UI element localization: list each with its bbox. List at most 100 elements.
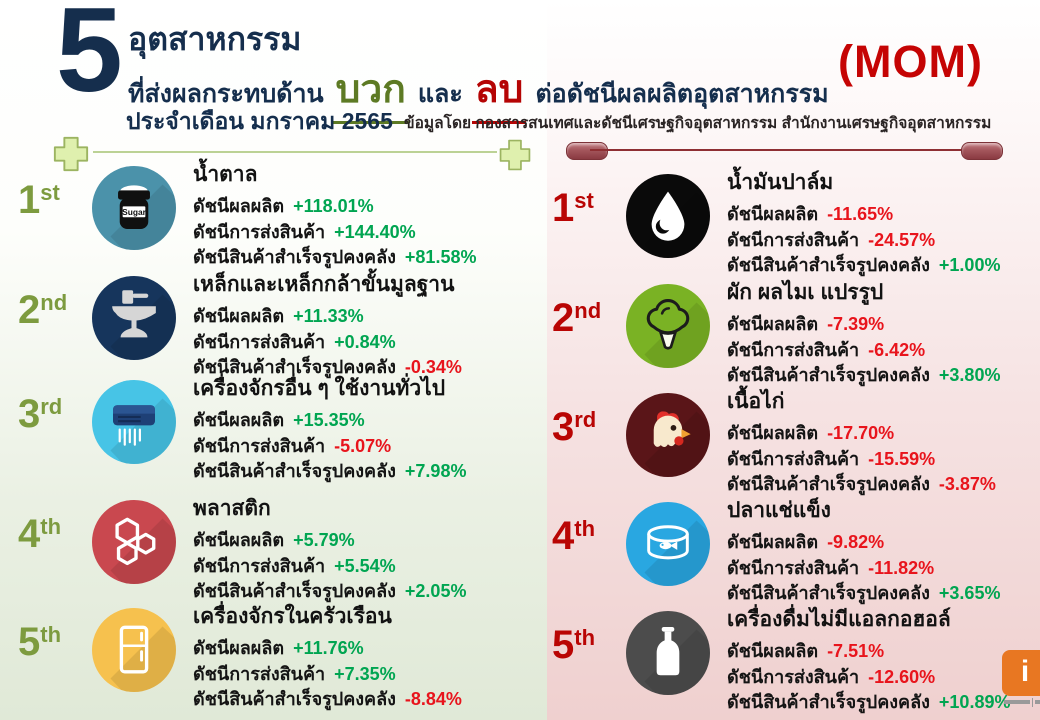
metric-label: ดัชนีผลผลิต: [727, 532, 819, 552]
metric-label: ดัชนีผลผลิต: [193, 410, 285, 430]
industry-details: น้ำมันปาล์มดัชนีผลผลิต -11.65% ดัชนีการส่ง…: [727, 164, 1000, 279]
metric-label: ดัชนีสินค้าสำเร็จรูปคงคลัง: [193, 581, 396, 601]
logo-caption-line: [1035, 700, 1040, 704]
metric-value: +11.76%: [293, 638, 364, 658]
industry-title: ปลาแช่แข็ง: [727, 499, 831, 522]
metric-value: -8.84%: [404, 689, 462, 709]
oie-logo: i: [1002, 650, 1040, 710]
metric-row: ดัชนีผลผลิต +118.01%: [193, 194, 476, 220]
metric-row: ดัชนีผลผลิต +11.33%: [193, 304, 462, 330]
metric-value: +118.01%: [293, 196, 374, 216]
negative-divider-line: [590, 149, 985, 151]
metric-value: +15.35%: [293, 410, 365, 430]
industry-title: เหล็กและเหล็กกล้าขั้นมูลฐาน: [193, 273, 455, 296]
big-number: 5: [56, 0, 123, 117]
metric-row: ดัชนีสินค้าสำเร็จรูปคงคลัง -8.84%: [193, 687, 462, 713]
industry-details: เครื่องดื่มไม่มีแอลกอฮอล์ ดัชนีผลผลิต -7.5…: [727, 601, 1010, 716]
metric-row: ดัชนีสินค้าสำเร็จรูปคงคลัง -0.34%: [193, 355, 462, 381]
industry-title: ผัก ผลไมเ แปรรูป: [727, 281, 884, 304]
metric-value: +1.00%: [938, 255, 1001, 275]
metric-value: -11.65%: [827, 204, 894, 224]
metric-label: ดัชนีสินค้าสำเร็จรูปคงคลัง: [193, 247, 396, 267]
rank-ordinal: 4th: [18, 512, 62, 556]
rank-ordinal: 1st: [552, 186, 594, 230]
metric-value: -7.39%: [827, 314, 885, 334]
metric-value: +81.58%: [404, 247, 477, 267]
anvil-icon: [92, 276, 176, 360]
industry-entry: 2nd ผัก ผลไมเ แปรรูป ดัชนีผลผลิต -7.39% ดัชน…: [552, 274, 1038, 389]
metric-row: ดัชนีสินค้าสำเร็จรูปคงคลัง +81.58%: [193, 245, 476, 271]
rank-ordinal: 3rd: [552, 405, 597, 449]
air-conditioner-icon: [92, 380, 176, 464]
metric-row: ดัชนีการส่งสินค้า +5.54%: [193, 554, 466, 580]
metric-label: ดัชนีการส่งสินค้า: [193, 435, 326, 456]
metric-label: ดัชนีสินค้าสำเร็จรูปคงคลัง: [727, 583, 930, 603]
metric-label: ดัชนีผลผลิต: [727, 423, 819, 443]
refrigerator-icon: [92, 608, 176, 692]
industry-title: พลาสติก: [193, 497, 271, 520]
industry-title: น้ำมันปาล์ม: [727, 171, 834, 194]
metric-row: ดัชนีการส่งสินค้า -12.60%: [727, 665, 1010, 691]
metric-row: ดัชนีการส่งสินค้า -6.42%: [727, 338, 1000, 364]
industry-entry: 1st น้ำมันปาล์มดัชนีผลผลิต -11.65% ดัชนีการ…: [552, 164, 1038, 279]
metric-row: ดัชนีการส่งสินค้า -5.07%: [193, 434, 466, 460]
metric-value: +3.65%: [938, 583, 1001, 603]
logo-orange-mark: i: [1002, 650, 1040, 696]
metric-value: +10.89%: [938, 692, 1011, 712]
title-line2-post: ต่อดัชนีผลผลิตอุตสาหกรรม: [535, 80, 829, 108]
metric-label: ดัชนีสินค้าสำเร็จรูปคงคลัง: [727, 474, 930, 494]
metric-value: +5.54%: [334, 555, 396, 576]
source-line: ข้อมูลโดย กองสารสนเทศและดัชนีเศรษฐกิจอุต…: [404, 115, 992, 132]
metric-row: ดัชนีการส่งสินค้า -11.82%: [727, 556, 1000, 582]
rank-ordinal: 2nd: [552, 296, 602, 340]
rank-ordinal: 5th: [18, 620, 62, 664]
metric-row: ดัชนีสินค้าสำเร็จรูปคงคลัง +7.98%: [193, 459, 466, 485]
metric-value: +3.80%: [938, 365, 1001, 385]
metric-value: -3.87%: [938, 474, 996, 494]
industry-details: ผัก ผลไมเ แปรรูป ดัชนีผลผลิต -7.39% ดัชนีกา…: [727, 274, 1000, 389]
hexagons-icon: [92, 500, 176, 584]
metric-label: ดัชนีการส่งสินค้า: [193, 331, 326, 352]
industry-entry: 4th พลาสติก ดัชนีผลผลิต +5.79% ดัชนีการส่งสิ…: [18, 490, 540, 605]
metric-value: +11.33%: [293, 306, 364, 326]
metric-value: -24.57%: [868, 229, 936, 250]
industry-entry: 3rd เนื้อไก่ ดัชนีผลผลิต -17.70% ดัชนีการส่ง…: [552, 383, 1038, 498]
plus-icon: [53, 136, 89, 172]
metric-label: ดัชนีการส่งสินค้า: [727, 339, 860, 360]
negative-word: ลบ: [471, 58, 527, 124]
metric-row: ดัชนีผลผลิต -11.65%: [727, 202, 1000, 228]
metric-row: ดัชนีสินค้าสำเร็จรูปคงคลัง +2.05%: [193, 579, 466, 605]
metric-value: +2.05%: [404, 581, 467, 601]
negative-panel-background: [547, 0, 1040, 720]
industry-details: น้ำตาล ดัชนีผลผลิต +118.01% ดัชนีการส่งสินค…: [193, 156, 476, 271]
metric-label: ดัชนีผลผลิต: [193, 196, 285, 216]
metric-row: ดัชนีผลผลิต +15.35%: [193, 408, 466, 434]
chicken-icon: [626, 393, 710, 477]
title-line2: ที่ส่งผลกระทบด้าน บวก และ ลบ ต่อดัชนีผลผ…: [128, 58, 829, 124]
industry-details: เหล็กและเหล็กกล้าขั้นมูลฐานดัชนีผลผลิต +1…: [193, 266, 462, 381]
metric-label: ดัชนีการส่งสินค้า: [727, 448, 860, 469]
broccoli-icon: [626, 284, 710, 368]
metric-value: -11.82%: [868, 557, 935, 578]
metric-label: ดัชนีการส่งสินค้า: [727, 229, 860, 250]
metric-value: +7.35%: [334, 663, 396, 684]
metric-value: -6.42%: [868, 339, 926, 360]
capsule-icon: [566, 142, 608, 160]
rank-ordinal: 1st: [18, 178, 60, 222]
industry-entry: 4th ปลาแช่แข็ง ดัชนีผลผลิต -9.82% ดัชนีการส่…: [552, 492, 1038, 607]
mom-label: (MOM): [838, 36, 983, 87]
rank-ordinal: 3rd: [18, 392, 63, 436]
metric-row: ดัชนีการส่งสินค้า -24.57%: [727, 228, 1000, 254]
metric-row: ดัชนีสินค้าสำเร็จรูปคงคลัง +3.65%: [727, 581, 1000, 607]
metric-label: ดัชนีการส่งสินค้า: [193, 663, 326, 684]
metric-label: ดัชนีผลผลิต: [193, 306, 285, 326]
capsule-icon: [961, 142, 1003, 160]
industry-entry: 5th เครื่องจักรในครัวเรือน ดัชนีผลผลิต +11.…: [18, 598, 540, 713]
metric-value: -5.07%: [334, 435, 392, 456]
industry-title: เนื้อไก่: [727, 390, 785, 413]
metric-label: ดัชนีสินค้าสำเร็จรูปคงคลัง: [193, 689, 396, 709]
industry-title: เครื่องจักรในครัวเรือน: [193, 605, 392, 628]
and-word: และ: [417, 80, 463, 108]
industry-details: ปลาแช่แข็ง ดัชนีผลผลิต -9.82% ดัชนีการส่งสิ…: [727, 492, 1000, 607]
metric-row: ดัชนีผลผลิต -7.51%: [727, 639, 1010, 665]
